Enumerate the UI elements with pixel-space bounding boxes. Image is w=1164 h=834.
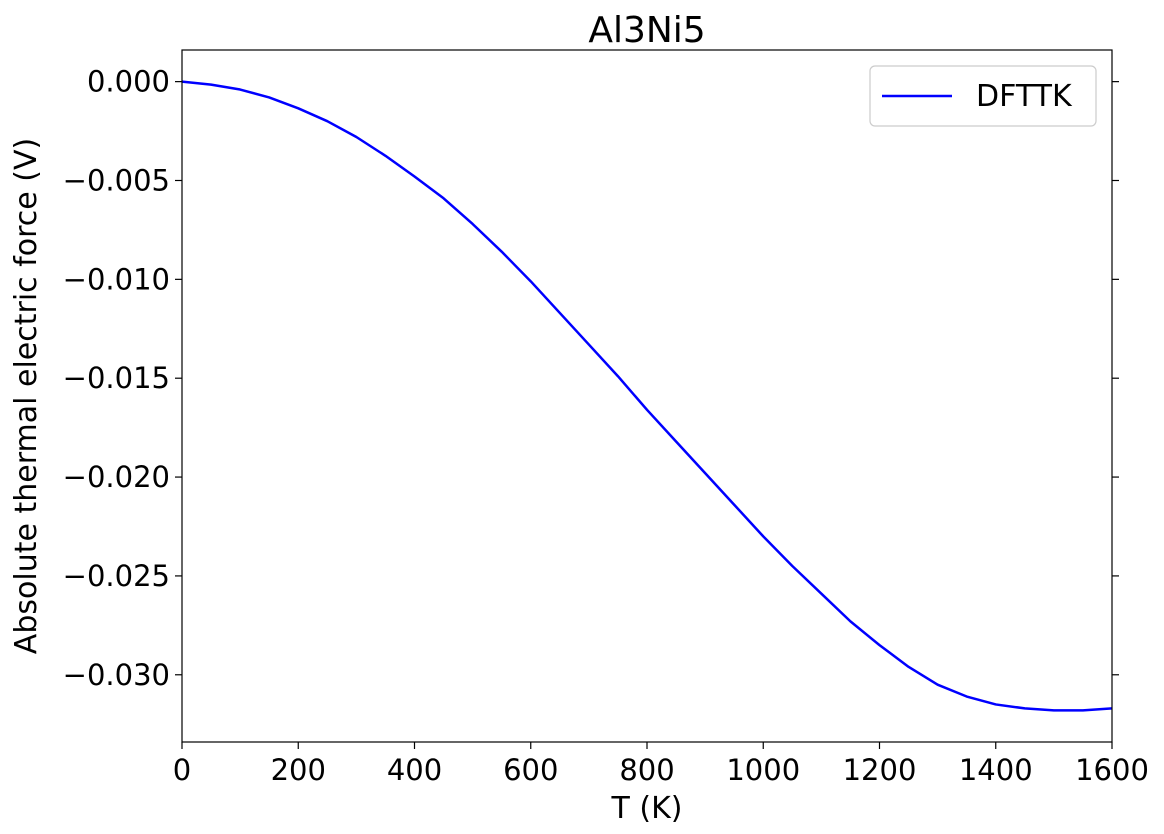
plot-frame	[181, 49, 1113, 743]
x-tick-label: 1600	[1075, 753, 1149, 787]
x-tick-label: 1200	[843, 753, 917, 787]
y-tick-label: −0.030	[63, 658, 170, 692]
y-tick-label: −0.020	[63, 460, 170, 494]
x-tick-label: 1400	[959, 753, 1033, 787]
series-line-0	[181, 80, 1113, 712]
legend-entry-label: DFTTK	[976, 79, 1073, 114]
x-tick-label: 600	[503, 753, 558, 787]
x-tick-label: 0	[173, 753, 191, 787]
x-axis-label: T (K)	[611, 791, 683, 826]
y-axis-ticks: 0.000 −0.005 −0.010 −0.015 −0.020 −0.025 −0.03…	[63, 65, 1119, 692]
x-tick-label: 800	[619, 753, 674, 787]
y-tick-label: −0.010	[63, 262, 170, 296]
plot-border	[181, 49, 1113, 743]
y-tick-label: −0.025	[63, 559, 170, 593]
y-tick-label: −0.005	[63, 163, 170, 197]
legend-box	[869, 65, 1097, 127]
x-tick-label: 1000	[726, 753, 800, 787]
x-tick-label: 200	[271, 753, 326, 787]
plot-area	[181, 80, 1113, 712]
y-tick-label: −0.015	[63, 361, 170, 395]
chart-title: Al3Ni5	[588, 10, 705, 51]
x-axis-ticks: 0 200 400 600 800 1000 1200 1400 1600	[173, 742, 1149, 787]
legend: DFTTK	[869, 65, 1097, 127]
y-axis-label: Absolute thermal electric force (V)	[9, 138, 44, 654]
x-tick-label: 400	[387, 753, 442, 787]
y-tick-label: 0.000	[87, 65, 170, 99]
